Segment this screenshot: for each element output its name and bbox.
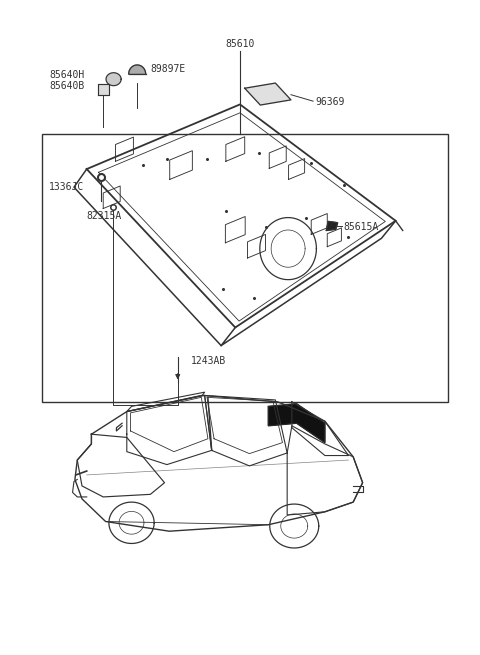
Text: 85640H: 85640H — [49, 70, 84, 81]
Text: 85610: 85610 — [225, 39, 255, 49]
Polygon shape — [106, 73, 121, 86]
Polygon shape — [129, 65, 145, 74]
Polygon shape — [245, 83, 291, 105]
Text: 1243AB: 1243AB — [191, 356, 226, 366]
Polygon shape — [326, 221, 337, 231]
Text: 89897E: 89897E — [150, 64, 186, 74]
Polygon shape — [268, 403, 325, 443]
Bar — [42, 134, 447, 402]
Text: 82315A: 82315A — [87, 212, 122, 221]
Text: 85615A: 85615A — [344, 222, 379, 233]
Text: 85640B: 85640B — [49, 81, 84, 90]
Polygon shape — [97, 84, 109, 95]
Text: 1336JC: 1336JC — [49, 181, 84, 191]
Text: 96369: 96369 — [315, 98, 345, 107]
